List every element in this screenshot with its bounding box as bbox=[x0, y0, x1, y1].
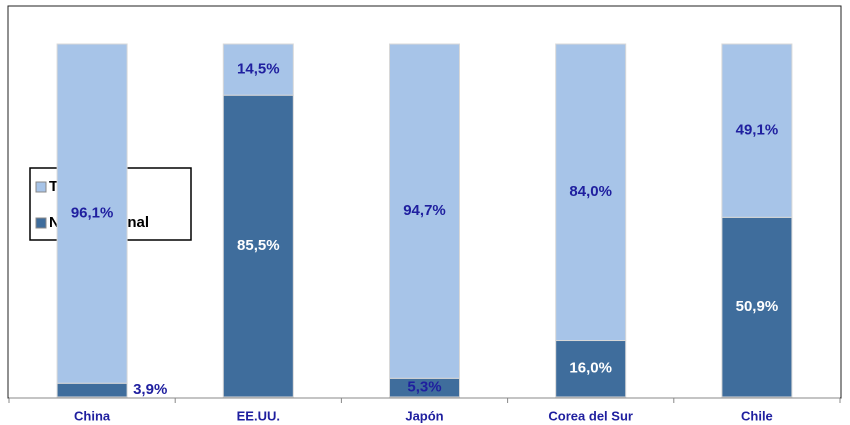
x-tick-label: EE.UU. bbox=[237, 408, 280, 423]
bar-segment bbox=[56, 43, 128, 384]
x-tick-label: Chile bbox=[741, 408, 773, 423]
bar-segment bbox=[721, 216, 793, 398]
bar-segment bbox=[555, 340, 627, 398]
value-label: 85,5% bbox=[237, 237, 280, 254]
bar-segment bbox=[389, 43, 460, 379]
bar-segment bbox=[222, 94, 294, 398]
x-tick-label: Japón bbox=[405, 408, 443, 423]
value-label: 96,1% bbox=[71, 205, 114, 222]
bar-segment bbox=[721, 43, 793, 218]
value-label: 50,9% bbox=[736, 298, 779, 315]
x-tick-label: China bbox=[74, 408, 111, 423]
legend-swatch bbox=[35, 217, 47, 229]
value-label: 3,9% bbox=[133, 381, 167, 398]
bar-segment bbox=[222, 43, 294, 96]
value-label: 49,1% bbox=[736, 122, 779, 139]
x-tick-label: Corea del Sur bbox=[548, 408, 633, 423]
value-label: 5,3% bbox=[407, 379, 441, 396]
value-label: 94,7% bbox=[403, 202, 446, 219]
bar-segment bbox=[56, 382, 128, 398]
value-label: 16,0% bbox=[569, 360, 612, 377]
legend-swatch bbox=[35, 181, 47, 193]
value-label: 84,0% bbox=[569, 183, 612, 200]
bar-segment bbox=[555, 43, 627, 342]
value-label: 14,5% bbox=[237, 61, 280, 78]
